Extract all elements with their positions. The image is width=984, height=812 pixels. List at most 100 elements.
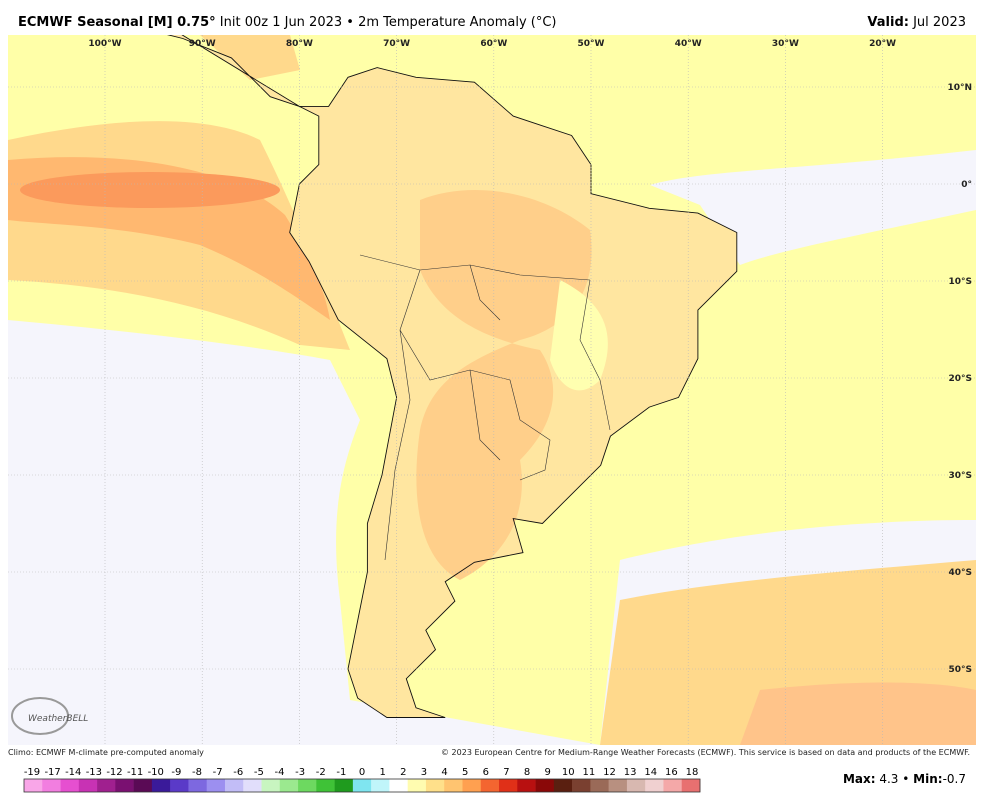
warm-anomaly — [20, 172, 280, 208]
colorbar-swatch — [535, 779, 555, 792]
colorbar-swatch — [352, 779, 372, 792]
lon-label: 60°W — [480, 39, 507, 49]
lon-label: 40°W — [675, 39, 702, 49]
colorbar-swatch — [316, 779, 335, 792]
colorbar-swatch — [42, 779, 61, 792]
colorbar-swatch — [645, 779, 664, 792]
colorbar-label: -3 — [295, 767, 305, 778]
colorbar-swatch — [334, 779, 354, 792]
colorbar-swatch — [97, 779, 116, 792]
footer-right: © 2023 European Centre for Medium-Range … — [441, 748, 970, 757]
warm-anomaly — [200, 35, 300, 80]
colorbar-swatch — [608, 779, 628, 792]
colorbar-swatch — [590, 779, 609, 792]
colorbar-swatch — [224, 779, 244, 792]
colorbar-swatch — [572, 779, 591, 792]
colorbar-label: -17 — [44, 767, 60, 778]
colorbar-swatch — [206, 779, 226, 792]
colorbar-swatch — [243, 779, 262, 792]
lon-label: 20°W — [869, 39, 896, 49]
colorbar-swatch — [663, 779, 683, 792]
colorbar-label: 18 — [686, 767, 699, 778]
colorbar-swatch — [60, 779, 80, 792]
lon-label: 80°W — [286, 39, 313, 49]
lat-label: 50°S — [948, 665, 972, 675]
colorbar-label: -8 — [192, 767, 202, 778]
colorbar-swatch — [389, 779, 408, 792]
colorbar-swatch — [115, 779, 134, 792]
colorbar-swatch — [371, 779, 390, 792]
colorbar-label: 9 — [544, 767, 550, 778]
colorbar-swatch — [681, 779, 701, 792]
colorbar-swatch — [170, 779, 189, 792]
colorbar-label: 4 — [441, 767, 447, 778]
colorbar-swatch — [444, 779, 463, 792]
colorbar-label: 5 — [462, 767, 468, 778]
colorbar-label: -9 — [171, 767, 181, 778]
colorbar-label: -2 — [316, 767, 326, 778]
colorbar-swatch — [553, 779, 573, 792]
colorbar-label: -10 — [148, 767, 164, 778]
colorbar-label: 2 — [400, 767, 406, 778]
colorbar-label: 1 — [379, 767, 385, 778]
lon-label: 90°W — [189, 39, 216, 49]
colorbar-label: 7 — [503, 767, 509, 778]
colorbar-label: 3 — [421, 767, 427, 778]
footer-left: Climo: ECMWF M-climate pre-computed anom… — [8, 748, 204, 757]
logo: WeatherBELL — [11, 697, 88, 735]
colorbar-label: 0 — [359, 767, 365, 778]
warm-anomaly — [416, 190, 592, 580]
colorbar-frame — [23, 778, 701, 793]
colorbar-label: 12 — [603, 767, 616, 778]
colorbar-label: -11 — [127, 767, 143, 778]
colorbar-swatch — [24, 779, 43, 792]
colorbar-swatch — [425, 779, 445, 792]
colorbar-label: 8 — [524, 767, 530, 778]
neutral-region — [8, 320, 600, 745]
lon-label: 100°W — [88, 39, 121, 49]
stats: Max: 4.3 • Min:-0.7 — [843, 772, 966, 786]
colorbar-swatch — [298, 779, 317, 792]
lon-label: 70°W — [383, 39, 410, 49]
colorbar-label: 16 — [665, 767, 678, 778]
lat-label: 10°S — [948, 277, 972, 287]
colorbar-label: 6 — [483, 767, 489, 778]
lat-label: 10°N — [947, 83, 972, 93]
lon-label: 30°W — [772, 39, 799, 49]
colorbar-label: -13 — [86, 767, 102, 778]
title: ECMWF Seasonal [M] 0.75° Init 00z 1 Jun … — [18, 15, 557, 30]
colorbar-label: -12 — [106, 767, 122, 778]
colorbar-label: 11 — [583, 767, 596, 778]
mild-anomaly — [550, 280, 608, 391]
colorbar-swatch — [462, 779, 482, 792]
colorbar-swatch — [480, 779, 500, 792]
colorbar-label: -5 — [254, 767, 264, 778]
map — [8, 35, 976, 745]
lat-label: 40°S — [948, 568, 972, 578]
colorbar-swatch — [261, 779, 281, 792]
lon-label: 50°W — [578, 39, 605, 49]
colorbar-swatch — [407, 779, 427, 792]
colorbar-swatch — [151, 779, 171, 792]
warm-anomaly — [740, 682, 976, 745]
lat-label: 30°S — [948, 471, 972, 481]
colorbar-label: -14 — [65, 767, 81, 778]
colorbar-swatch — [279, 779, 299, 792]
colorbar-label: 10 — [562, 767, 575, 778]
colorbar-label: 13 — [624, 767, 637, 778]
colorbar-label: -7 — [213, 767, 223, 778]
colorbar-label: -4 — [275, 767, 285, 778]
colorbar-label: -1 — [336, 767, 346, 778]
coastline — [166, 35, 738, 718]
colorbar-swatch — [78, 779, 98, 792]
colorbar-swatch — [499, 779, 518, 792]
colorbar-swatch — [626, 779, 646, 792]
colorbar-swatch — [133, 779, 153, 792]
lat-label: 20°S — [948, 374, 972, 384]
lat-label: 0° — [961, 180, 972, 190]
colorbar-label: 14 — [644, 767, 657, 778]
colorbar-label: -19 — [24, 767, 40, 778]
country-border — [359, 254, 611, 561]
